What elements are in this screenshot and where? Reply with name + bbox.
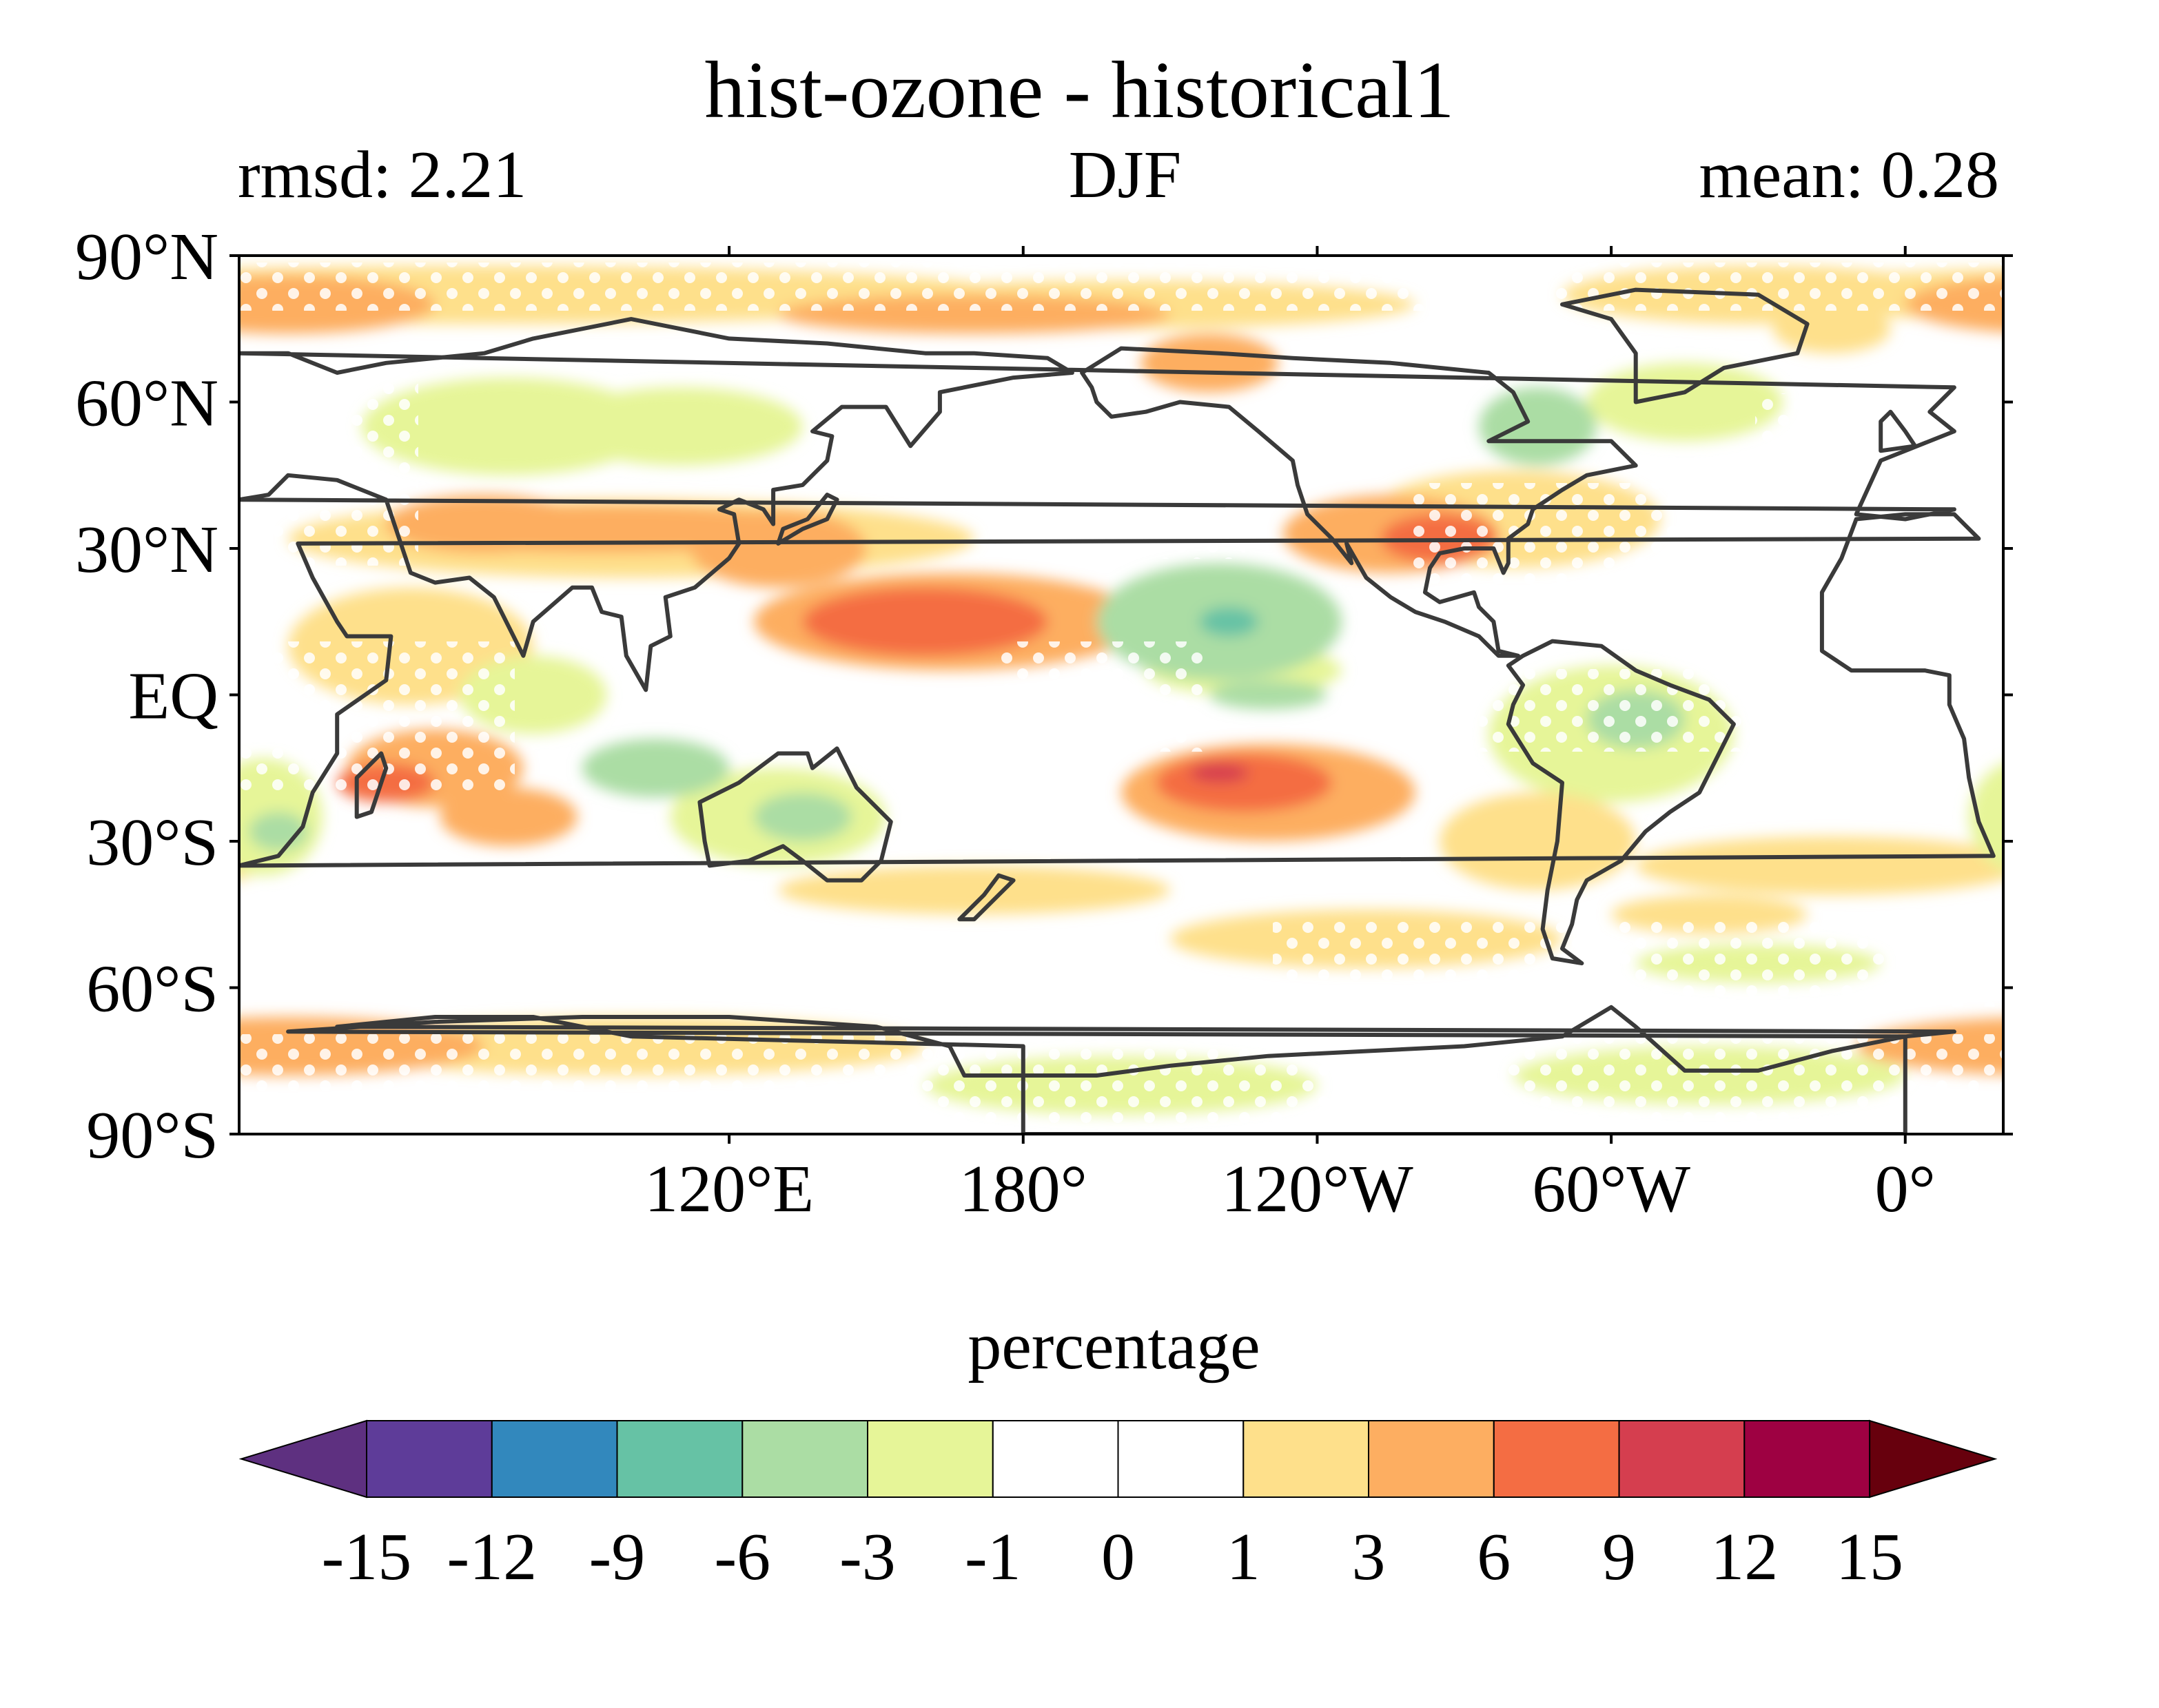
anomaly-patch [557,387,803,466]
anomaly-patch [361,378,656,475]
anomaly-patch [1586,362,1783,442]
lat-tick-label: 60°N [75,367,218,441]
north-america-coastline [1080,346,1638,658]
anomaly-patch [1479,387,1597,466]
africa-coastline [239,512,1996,868]
australia-coastline [697,746,893,883]
anomaly-patch [1199,607,1259,637]
colorbar-tick-label: -3 [839,1520,896,1594]
season-label: DJF [1068,138,1182,212]
eurasia-coastline [239,317,1956,692]
japan-coastline [776,493,839,546]
colorbar-segment [1117,1420,1245,1498]
colorbar-label: percentage [968,1309,1260,1383]
lon-tick-label: 120°E [644,1152,814,1226]
anomaly-patch [753,792,852,841]
colorbar-tick-label: 9 [1602,1520,1636,1594]
great-britain-coastline [1879,409,1917,453]
significance-stipple [239,641,515,793]
rmsd-stat: rmsd: 2.21 [238,138,527,212]
colorbar-tick-label: 1 [1227,1520,1260,1594]
significance-stipple [239,263,2003,311]
greenland-coastline [1560,287,1810,404]
anomaly-field [239,256,2003,1134]
colorbar-tick-label: -15 [322,1520,412,1594]
significance-stipple [1273,917,2003,1007]
antarctica-coastline [286,1005,1956,1134]
lat-tick-label: 90°S [86,1098,218,1173]
lat-tick-label: 30°S [86,805,218,880]
anomaly-patch [1155,753,1332,812]
anomaly-patch [1140,333,1278,393]
colorbar-segment [491,1420,618,1498]
colorbar-segment [992,1420,1119,1498]
lon-tick-label: 180° [959,1152,1087,1226]
anomaly-patch [1635,836,2003,895]
anomaly-patch [1969,763,2003,870]
mean-stat: mean: 0.28 [1699,138,1999,212]
colorbar-tick-label: 0 [1101,1520,1135,1594]
lon-tick-label: 120°W [1221,1152,1413,1226]
lon-tick-label: 0° [1875,1152,1936,1226]
lon-tick-label: 60°W [1532,1152,1690,1226]
colorbar-tick-label: -6 [714,1520,770,1594]
lat-tick-label: 60°S [86,952,218,1027]
colorbar-segment [1618,1420,1746,1498]
colorbar-tick-label: 3 [1352,1520,1386,1594]
colorbar: -15 -12 -9 -6 -3 -1 0 1 3 6 9 12 15 [238,1419,1998,1594]
anomaly-patch [1189,763,1249,783]
significance-stipple [239,1034,2003,1131]
anomaly-patch [386,495,582,554]
colorbar-tick-label: -9 [589,1520,646,1594]
colorbar-tick-label: -12 [447,1520,537,1594]
colorbar-tick-label: -1 [965,1520,1021,1594]
significance-stipple [997,641,1204,752]
south-america-coastline [1506,639,1736,966]
lat-tick-label: EQ [128,659,218,734]
anomaly-patch [582,739,730,798]
anomaly-patch [778,865,1171,915]
colorbar-segment [1493,1420,1620,1498]
colorbar-segment [1368,1420,1495,1498]
colorbar-segment [867,1420,994,1498]
colorbar-tick-label: 15 [1836,1520,1903,1594]
madagascar-coastline [354,751,389,819]
significance-stipple [1066,421,1245,559]
colorbar-segment [366,1420,493,1498]
colorbar-segment [741,1420,869,1498]
colorbar-segment [1743,1420,1871,1498]
significance-stipple [1480,669,1893,752]
colorbar-over-triangle [1869,1419,1998,1499]
anomaly-patch [690,509,867,588]
map-title: hist-ozone - historical1 [704,45,1455,135]
anomaly-patch [440,788,577,847]
colorbar-segment [1242,1420,1370,1498]
colorbar-segment [616,1420,744,1498]
anomaly-patch [1209,680,1327,710]
colorbar-tick-label: 12 [1710,1520,1778,1594]
anomaly-patch [857,612,974,651]
anomaly-patch [1440,792,1636,890]
new-zealand-coastline [957,873,1016,922]
lat-tick-label: 30°N [75,513,218,587]
lat-tick-label: 90°N [75,220,218,294]
colorbar-tick-label: 6 [1477,1520,1511,1594]
colorbar-under-triangle [238,1419,367,1499]
significance-stipple [239,373,418,566]
